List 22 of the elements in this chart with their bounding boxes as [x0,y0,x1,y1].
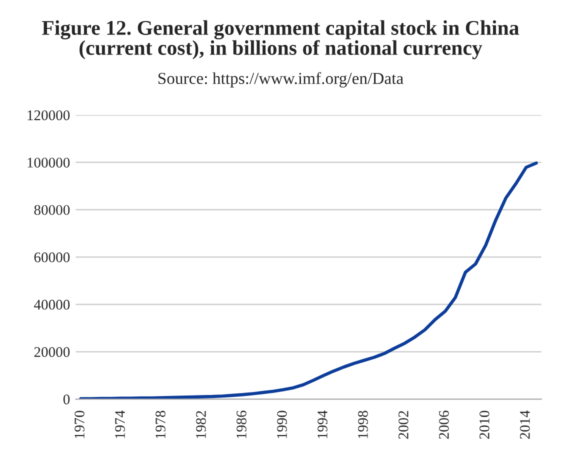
y-tick-label: 80000 [34,205,70,215]
x-tick-label: 1974 [115,410,125,438]
x-tick-label: 1970 [74,410,84,438]
source-note: Source: https://www.imf.org/en/Data [158,72,404,88]
x-tick-label: 2002 [398,411,408,439]
x-tick-label: 1990 [277,410,287,438]
y-tick-label: 40000 [34,300,70,310]
y-tick-label: 120000 [28,110,70,120]
y-tick-label: 20000 [34,347,70,357]
x-tick-label: 2010 [480,410,490,439]
x-tick-label: 1994 [318,410,328,438]
x-tick-label: 1982 [196,411,206,438]
y-tick-label: 0 [63,394,70,404]
y-tick-label: 100000 [28,158,70,168]
line-series [79,161,538,400]
x-tick-label: 1986 [236,410,246,438]
x-tick-label: 2006 [439,410,449,439]
x-tick-label: 1978 [156,410,166,438]
y-tick-label: 60000 [34,252,70,262]
x-tick-label: 1998 [358,410,368,438]
chart-title: Figure 12. General government capital stock in China (current cost), in billions of national currency [42,20,519,60]
x-tick-label: 2014 [520,410,530,439]
